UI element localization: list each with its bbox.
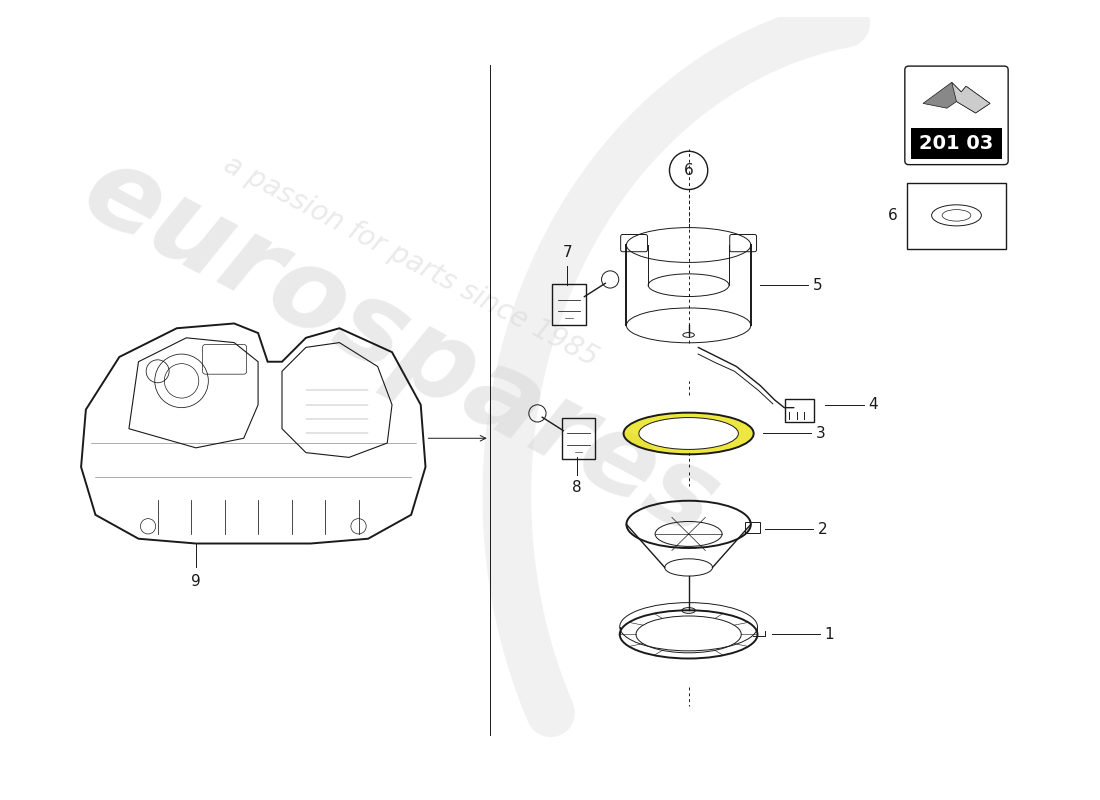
Text: 6: 6 <box>684 163 693 178</box>
FancyBboxPatch shape <box>911 128 1002 159</box>
Text: 1: 1 <box>825 627 834 642</box>
Text: 9: 9 <box>191 574 201 589</box>
Text: 4: 4 <box>869 398 878 412</box>
Text: 8: 8 <box>572 480 582 495</box>
Text: 7: 7 <box>562 246 572 260</box>
Polygon shape <box>952 82 990 113</box>
Text: 3: 3 <box>816 426 826 441</box>
Ellipse shape <box>624 413 754 454</box>
Ellipse shape <box>639 418 738 450</box>
Text: 201 03: 201 03 <box>920 134 993 153</box>
Text: 5: 5 <box>813 278 823 293</box>
Text: a passion for parts since 1985: a passion for parts since 1985 <box>219 150 603 372</box>
Text: eurospares: eurospares <box>66 135 737 559</box>
Text: 6: 6 <box>888 208 898 223</box>
Polygon shape <box>923 82 990 113</box>
Text: 2: 2 <box>817 522 827 537</box>
